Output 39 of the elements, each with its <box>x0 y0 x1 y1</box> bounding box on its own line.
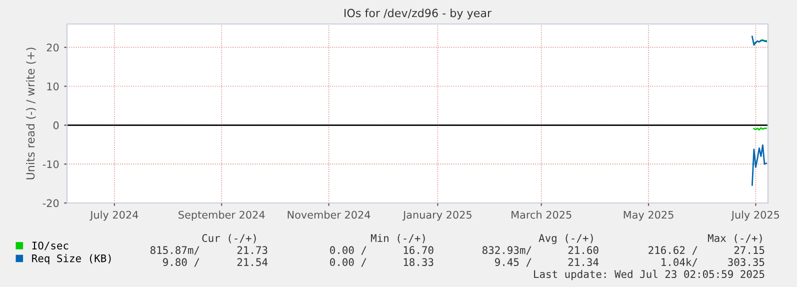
text: 832.93m/ <box>482 246 532 255</box>
text: 815.87m/ <box>150 246 200 255</box>
text: 16.70 <box>404 246 434 254</box>
text: 216.62 / <box>648 246 698 255</box>
text: 21.34 <box>568 258 599 266</box>
line-series <box>751 36 767 46</box>
text: 21.73 <box>237 246 268 254</box>
text: 303.35 <box>728 258 764 266</box>
text: Min (-/+) <box>370 234 425 244</box>
x-tick-label: July 2025 <box>730 210 780 221</box>
x-tick-label: March 2025 <box>512 210 572 219</box>
chart-title: IOs for /dev/zd96 - by year <box>344 8 492 20</box>
text: 21.60 <box>568 246 598 254</box>
text: 27.15 <box>734 246 764 254</box>
y-tick-label: 20 <box>46 44 59 52</box>
x-tick-label: September 2024 <box>178 210 265 221</box>
text: 1.04k/ <box>662 258 698 267</box>
text: Max (-/+) <box>708 234 762 244</box>
text: Cur (-/+) <box>202 234 256 244</box>
text: Last update: Wed Jul 23 02:05:59 2025 <box>534 270 764 280</box>
legend-label: IO/sec <box>32 242 68 250</box>
y-tick-label: -20 <box>42 199 59 208</box>
text: 0.00 / <box>330 246 366 255</box>
text: 18.33 <box>404 258 434 266</box>
y-tick-label: -10 <box>42 160 59 168</box>
y-tick-label: 0 <box>53 121 59 130</box>
y-tick-label: 10 <box>47 82 59 90</box>
text: 9.45 / <box>495 258 532 267</box>
x-tick-label: May 2025 <box>624 210 674 221</box>
x-tick-label: January 2025 <box>402 210 472 221</box>
text: 9.80 / <box>163 258 200 267</box>
text: 21.54 <box>237 258 268 266</box>
line-series <box>751 144 767 186</box>
x-tick-label: July 2024 <box>90 210 138 221</box>
text: 0.00 / <box>330 258 366 267</box>
x-tick-label: November 2024 <box>288 210 370 219</box>
legend-label: Req Size (KB) <box>32 254 111 264</box>
y-axis-title: Units read (-) / write (+) <box>26 48 36 180</box>
text: Avg (-/+) <box>538 234 593 244</box>
